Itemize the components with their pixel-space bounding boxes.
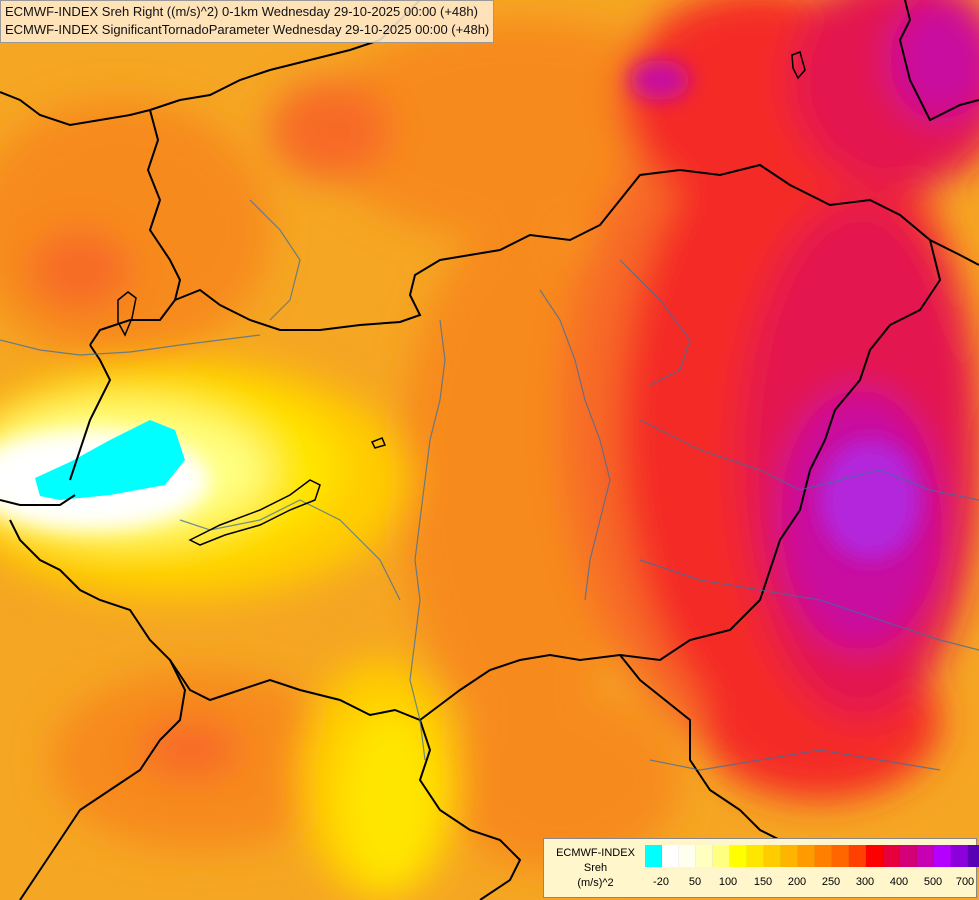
legend-swatch [866,845,883,867]
legend-swatch [730,845,747,867]
legend-tick-label: 200 [787,876,807,888]
legend-swatch [662,845,679,867]
color-legend: ECMWF-INDEX Sreh (m/s)^2 -20 50 100 150 200 2… [543,838,979,898]
legend-tick-label: 500 [923,876,943,888]
legend-title-unit: (m/s)^2 [577,877,614,889]
legend-swatch [696,845,713,867]
legend-swatch [883,845,900,867]
legend-swatch [798,845,815,867]
legend-tick-label: 700 [955,876,975,888]
legend-swatch [951,845,968,867]
map-title-line-2: ECMWF-INDEX SignificantTornadoParameter … [5,22,490,37]
legend-swatch [832,845,849,867]
legend-tick-label: 250 [821,876,841,888]
map-title-box: ECMWF-INDEX Sreh Right ((m/s)^2) 0-1km W… [0,0,495,43]
legend-tick-label: 150 [753,876,773,888]
legend-tick-label: 100 [718,876,738,888]
legend-swatch [934,845,951,867]
legend-tick-label: 400 [889,876,909,888]
legend-swatch [764,845,781,867]
legend-tick-label: -20 [653,876,669,888]
legend-swatch [713,845,730,867]
legend-swatches [645,845,979,867]
legend-title: ECMWF-INDEX Sreh (m/s)^2 [548,846,643,891]
lakes [117,51,806,546]
legend-swatch [679,845,696,867]
legend-swatch [900,845,917,867]
legend-tick-label: 50 [688,876,702,888]
legend-swatch [645,845,662,867]
legend-swatch [781,845,798,867]
legend-swatch [968,845,979,867]
legend-swatch [849,845,866,867]
legend-swatch [917,845,934,867]
rivers [0,199,979,771]
map-title-line-1: ECMWF-INDEX Sreh Right ((m/s)^2) 0-1km W… [5,4,478,19]
legend-tick-label: 300 [855,876,875,888]
legend-swatch [815,845,832,867]
lake-balaton [188,479,321,546]
legend-title-variable: Sreh [583,862,608,874]
legend-swatch [747,845,764,867]
legend-title-source: ECMWF-INDEX [556,847,635,859]
legend-ticks: -20 50 100 150 200 250 300 400 500 700 [645,876,975,890]
